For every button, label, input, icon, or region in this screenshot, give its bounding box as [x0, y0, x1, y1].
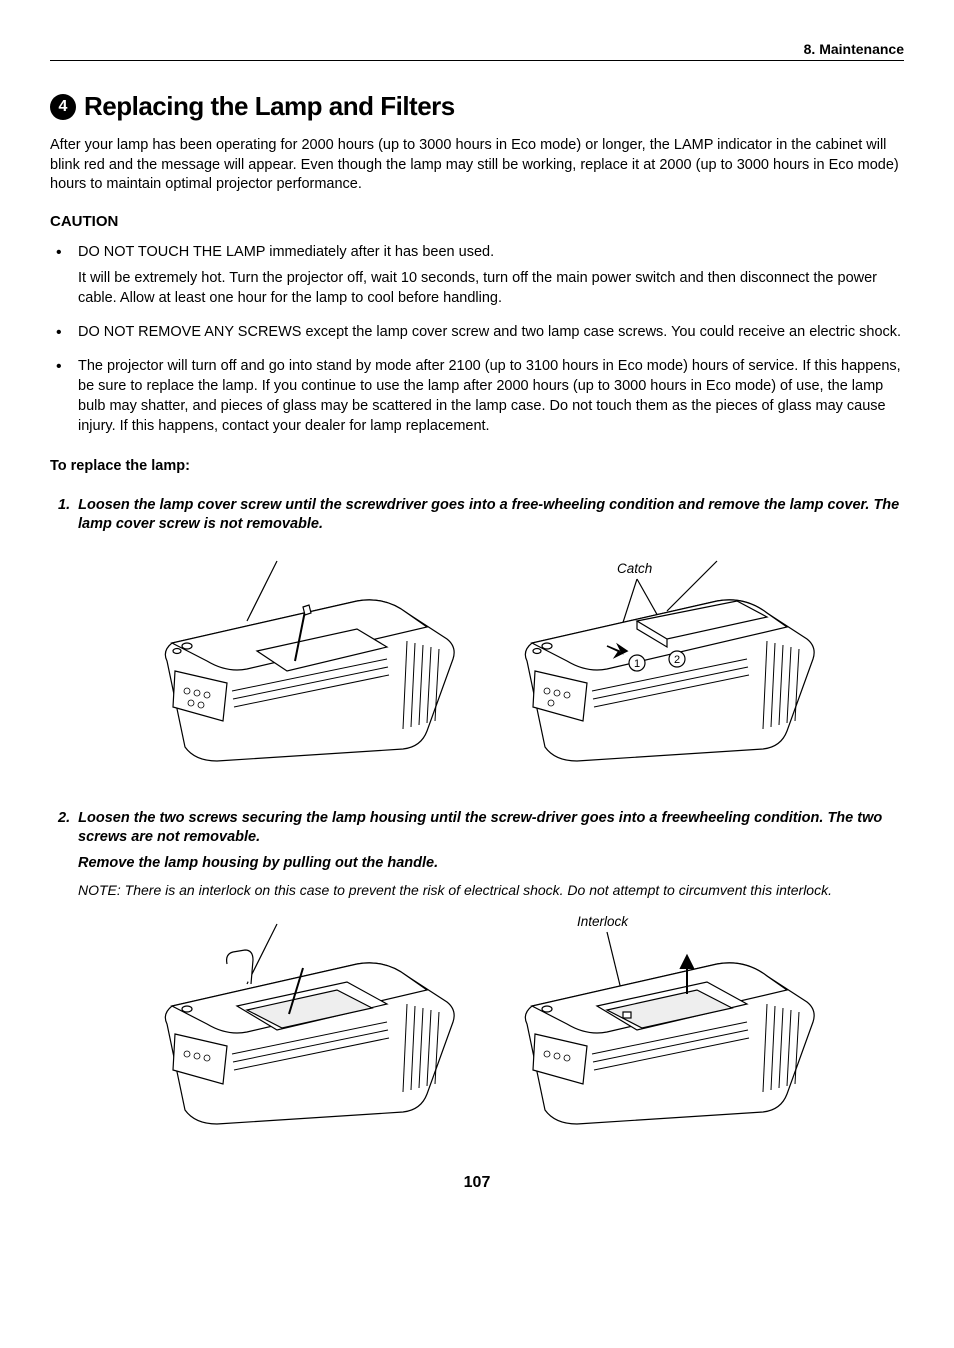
caution-item: DO NOT TOUCH THE LAMP immediately after … [50, 242, 904, 308]
section-number-badge: 4 [50, 94, 76, 120]
step-text: Loosen the two screws securing the lamp … [78, 810, 882, 846]
step-text: Loosen the lamp cover screw until the sc… [78, 497, 899, 533]
figure-1b: Catch [487, 551, 827, 781]
replace-heading: To replace the lamp: [50, 458, 904, 474]
intro-paragraph: After your lamp has been operating for 2… [50, 136, 904, 195]
caution-item: DO NOT REMOVE ANY SCREWS except the lamp… [50, 322, 904, 342]
projector-illustration-1a [127, 551, 467, 781]
step-number: 2. [58, 810, 70, 826]
chapter-label: 8. Maintenance [804, 41, 904, 57]
page-number: 107 [50, 1174, 904, 1192]
caution-item: The projector will turn off and go into … [50, 356, 904, 436]
circle-1-icon: 1 [634, 658, 640, 670]
step-1: 1. Loosen the lamp cover screw until the… [50, 496, 904, 535]
figure-row-2: Interlock [50, 914, 904, 1144]
step-2b: Remove the lamp housing by pulling out t… [50, 854, 904, 874]
caution-main: The projector will turn off and go into … [78, 358, 901, 434]
step-text-2: Remove the lamp housing by pulling out t… [78, 855, 438, 871]
caution-list: DO NOT TOUCH THE LAMP immediately after … [50, 242, 904, 436]
projector-illustration-1b: 1 2 [487, 551, 827, 781]
header-rule: 8. Maintenance [50, 60, 904, 61]
caution-main: DO NOT TOUCH THE LAMP immediately after … [78, 244, 494, 260]
figure-row-1: Catch [50, 551, 904, 781]
caution-heading: CAUTION [50, 213, 904, 230]
figure-2a [127, 914, 467, 1144]
catch-label: Catch [617, 561, 652, 576]
section-title: 4 Replacing the Lamp and Filters [50, 91, 904, 122]
step-number: 1. [58, 497, 70, 513]
step-2: 2. Loosen the two screws securing the la… [50, 809, 904, 848]
circle-2-icon: 2 [674, 654, 680, 666]
step-2-note: NOTE: There is an interlock on this case… [50, 882, 904, 898]
caution-main: DO NOT REMOVE ANY SCREWS except the lamp… [78, 324, 901, 340]
projector-illustration-2a [127, 914, 467, 1144]
caution-sub: It will be extremely hot. Turn the proje… [78, 268, 904, 308]
section-heading: Replacing the Lamp and Filters [84, 91, 455, 122]
figure-1a [127, 551, 467, 781]
interlock-label: Interlock [577, 914, 628, 929]
figure-2b: Interlock [487, 914, 827, 1144]
projector-illustration-2b [487, 914, 827, 1144]
